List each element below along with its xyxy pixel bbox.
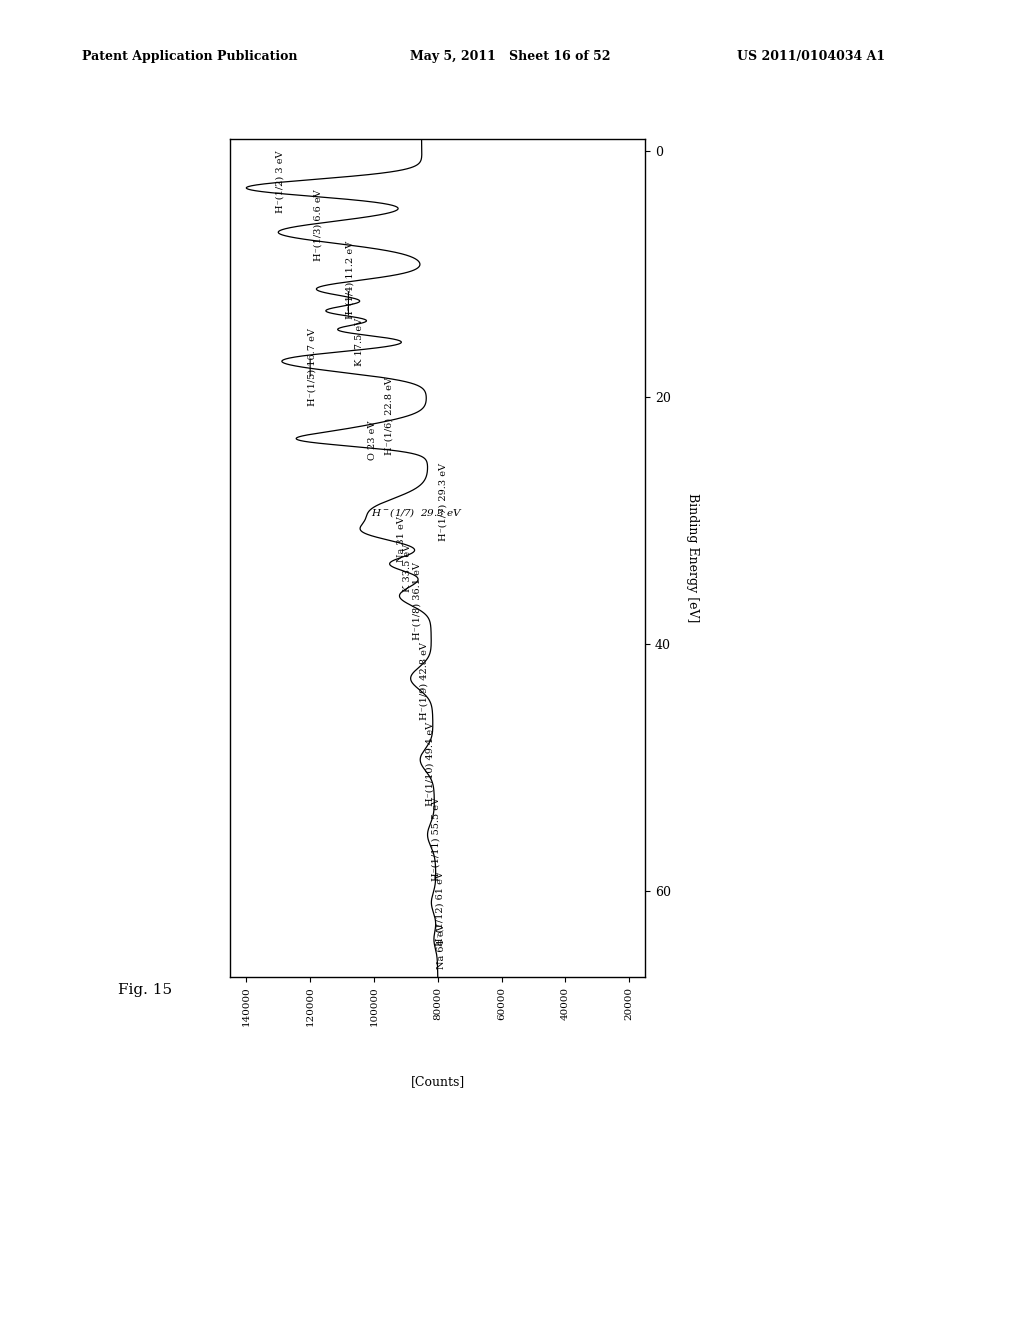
X-axis label: [Counts]: [Counts] [411,1074,465,1088]
Text: H⁻(1/6) 22.8 eV: H⁻(1/6) 22.8 eV [384,378,393,455]
Text: Fig. 15: Fig. 15 [118,983,172,998]
Text: Na 64 eV: Na 64 eV [436,923,445,969]
Text: H⁻(1/12) 61 eV: H⁻(1/12) 61 eV [435,871,444,946]
Text: H⁻(1/2) 3 eV: H⁻(1/2) 3 eV [275,150,285,213]
Text: May 5, 2011   Sheet 16 of 52: May 5, 2011 Sheet 16 of 52 [410,50,610,63]
Text: H⁻(1/8) 36.1 eV: H⁻(1/8) 36.1 eV [413,562,422,640]
Text: K 17.5 eV: K 17.5 eV [355,318,365,366]
Text: $H^-$(1/7)  29.3 eV: $H^-$(1/7) 29.3 eV [371,506,463,519]
Text: H⁻(1/7) 29.3 eV: H⁻(1/7) 29.3 eV [438,463,447,541]
Y-axis label: Binding Energy [eV]: Binding Energy [eV] [686,492,698,623]
Text: H⁻(1/11) 55.5 eV: H⁻(1/11) 55.5 eV [432,797,441,880]
Text: Patent Application Publication: Patent Application Publication [82,50,297,63]
Text: K 33.5 eV: K 33.5 eV [403,544,413,591]
Text: H⁻(1/3) 6.6 eV: H⁻(1/3) 6.6 eV [314,189,323,260]
Text: H⁻(1/4) 11.2 eV: H⁻(1/4) 11.2 eV [346,242,355,319]
Text: O 23 eV: O 23 eV [369,421,377,461]
Text: H⁻(1/9) 42.8 eV: H⁻(1/9) 42.8 eV [419,642,428,719]
Text: Na 31 eV: Na 31 eV [397,516,406,562]
Text: US 2011/0104034 A1: US 2011/0104034 A1 [737,50,886,63]
Text: H⁻(1/5) 16.7 eV: H⁻(1/5) 16.7 eV [307,327,316,405]
Text: H⁻(1/10) 49.4 eV: H⁻(1/10) 49.4 eV [426,722,434,805]
